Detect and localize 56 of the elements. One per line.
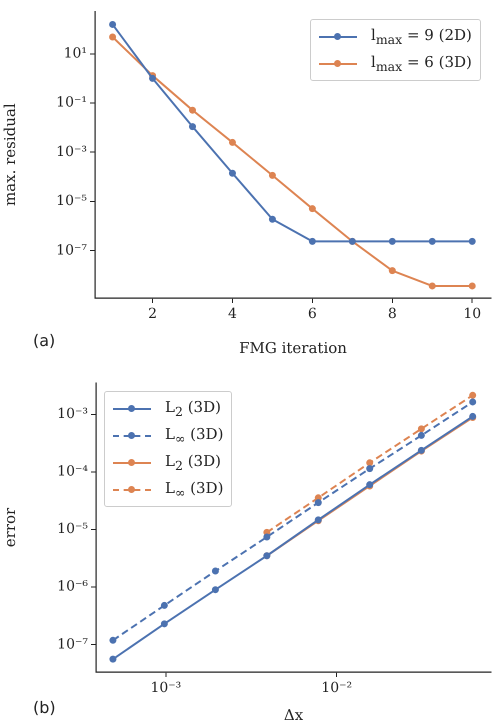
y-tick-label: 10⁻⁴ [57, 464, 88, 480]
point [109, 33, 116, 40]
y-axis-title: error [0, 506, 19, 548]
y-tick-label: 10⁻⁷ [57, 636, 88, 652]
y-tick-label: 10⁻⁵ [57, 521, 88, 538]
point [366, 465, 374, 472]
x-tick-label: 8 [388, 306, 397, 322]
point [314, 499, 322, 506]
x-axis-title: Δx [284, 706, 304, 724]
point [469, 398, 476, 406]
point [418, 432, 425, 439]
point [228, 138, 236, 146]
point [308, 205, 316, 212]
x-tick-label: 6 [308, 306, 317, 322]
y-tick-label: 10⁻⁶ [57, 578, 88, 595]
y-tick-label: 10¹ [64, 45, 87, 62]
text: (b) [33, 698, 56, 718]
point [228, 170, 236, 177]
legend-label: l$_{max}$ = 9 (2D) [371, 26, 472, 48]
point [428, 282, 436, 290]
point [109, 20, 116, 28]
point [189, 106, 196, 114]
point [160, 602, 168, 609]
point [149, 74, 156, 82]
point [109, 636, 116, 644]
y-axis-title: max. residual [0, 103, 19, 206]
point [268, 172, 276, 179]
point [263, 534, 270, 541]
point [212, 586, 219, 594]
x-tick-label: 10 [463, 306, 482, 322]
y-tick-label: 10⁻³ [57, 406, 88, 422]
point [212, 568, 219, 575]
text: (a) [33, 331, 56, 350]
point [468, 282, 476, 290]
x-axis-title: FMG iteration [239, 338, 348, 357]
point [388, 267, 396, 274]
point [428, 238, 436, 245]
x-tick-label: 10⁻² [321, 680, 352, 696]
y-tick-label: 10⁻⁵ [56, 193, 88, 210]
point [308, 238, 316, 245]
point [388, 238, 396, 245]
legend-label: l$_{max}$ = 6 (3D) [371, 53, 472, 74]
point [109, 656, 116, 663]
y-tick-label: 10⁻¹ [56, 94, 87, 111]
legend-label: L$_{2}$ (3D) [165, 398, 221, 419]
y-tick-label: 10⁻³ [56, 144, 87, 160]
legend-label: L$_{∞}$ (3D) [165, 479, 224, 500]
point [268, 216, 276, 223]
legend-label: L$_{∞}$ (3D) [165, 425, 224, 446]
x-tick-label: 2 [148, 306, 158, 322]
point [160, 620, 168, 628]
point [468, 238, 476, 245]
point [189, 123, 196, 130]
legend-label: L$_{2}$ (3D) [165, 452, 221, 473]
x-tick-label: 4 [228, 306, 237, 322]
y-tick-label: 10⁻⁷ [56, 242, 88, 258]
